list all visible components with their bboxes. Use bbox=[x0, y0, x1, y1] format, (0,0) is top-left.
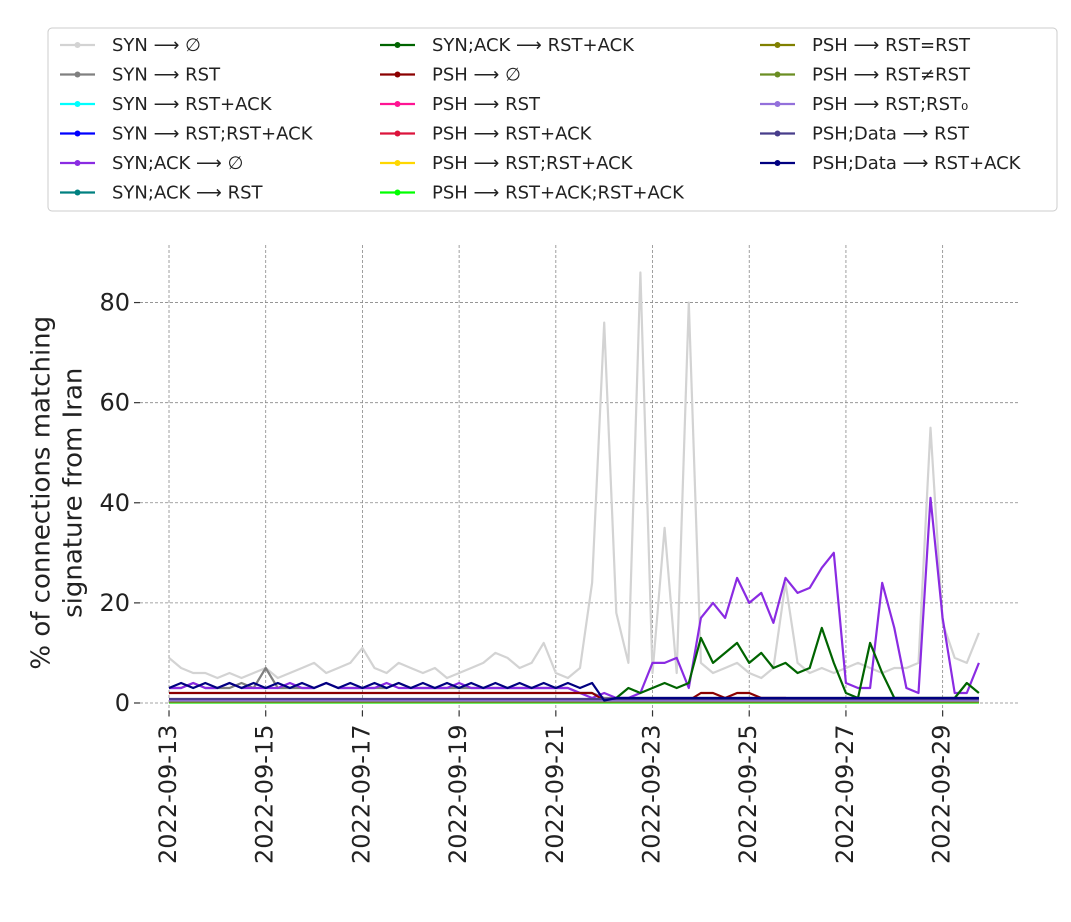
legend-marker bbox=[74, 42, 81, 48]
y-tick-label: 40 bbox=[99, 489, 130, 517]
legend-marker bbox=[774, 130, 781, 137]
x-tick-label: 2022-09-15 bbox=[251, 725, 279, 864]
legend-marker bbox=[74, 101, 81, 107]
legend-marker bbox=[394, 130, 401, 137]
legend-label: SYN;ACK ⟶ RST bbox=[112, 183, 264, 204]
legend-label: SYN;ACK ⟶ ∅ bbox=[112, 153, 243, 174]
legend-label: SYN ⟶ RST+ACK bbox=[112, 94, 273, 115]
legend-marker bbox=[774, 101, 781, 107]
legend-label: PSH;Data ⟶ RST+ACK bbox=[812, 153, 1022, 174]
legend-label: PSH ⟶ RST+ACK;RST+ACK bbox=[432, 183, 685, 204]
y-tick-label: 0 bbox=[115, 689, 130, 717]
y-tick-label: 20 bbox=[99, 589, 130, 617]
legend-marker bbox=[74, 130, 81, 137]
legend-marker bbox=[774, 42, 781, 48]
series-line bbox=[168, 271, 980, 680]
series-line bbox=[168, 681, 979, 702]
legend-marker bbox=[74, 189, 81, 196]
legend-box bbox=[47, 27, 1058, 212]
x-tick-label: 2022-09-21 bbox=[541, 725, 569, 864]
legend-marker bbox=[774, 71, 781, 78]
x-tick-label: 2022-09-17 bbox=[347, 725, 375, 864]
y-tick-label: 80 bbox=[99, 289, 130, 317]
x-tick-label: 2022-09-23 bbox=[638, 725, 666, 864]
legend-label: PSH ⟶ ∅ bbox=[432, 65, 521, 86]
y-tick-label: 60 bbox=[99, 389, 130, 417]
legend-label: SYN ⟶ RST bbox=[112, 65, 221, 86]
legend-label: PSH ⟶ RST≠RST bbox=[812, 65, 971, 86]
legend-label: PSH ⟶ RST;RST₀ bbox=[812, 94, 968, 115]
legend-marker bbox=[74, 71, 81, 78]
legend-label: PSH;Data ⟶ RST bbox=[812, 124, 970, 145]
legend-label: PSH ⟶ RST=RST bbox=[812, 35, 971, 56]
legend-label: SYN;ACK ⟶ RST+ACK bbox=[432, 35, 635, 56]
legend-label: SYN ⟶ ∅ bbox=[112, 35, 201, 56]
legend-label: PSH ⟶ RST bbox=[432, 94, 541, 115]
series-line bbox=[169, 496, 980, 700]
legend-label: SYN ⟶ RST;RST+ACK bbox=[112, 124, 314, 145]
legend-marker bbox=[74, 160, 81, 166]
y-axis-label: % of connections matching bbox=[27, 316, 57, 670]
legend-marker bbox=[394, 101, 401, 107]
legend-marker bbox=[394, 42, 401, 48]
y-axis-label: signature from Iran bbox=[59, 368, 89, 618]
legend-label: PSH ⟶ RST+ACK bbox=[432, 124, 593, 145]
x-tick-label: 2022-09-29 bbox=[928, 725, 956, 864]
legend-marker bbox=[394, 189, 401, 196]
legend-marker bbox=[394, 71, 401, 78]
x-tick-label: 2022-09-27 bbox=[831, 725, 859, 864]
legend-marker bbox=[394, 160, 401, 166]
legend-label: PSH ⟶ RST;RST+ACK bbox=[432, 153, 634, 174]
x-tick-label: 2022-09-19 bbox=[444, 725, 472, 864]
legend-marker bbox=[774, 160, 781, 166]
x-tick-label: 2022-09-13 bbox=[154, 725, 182, 864]
x-tick-label: 2022-09-25 bbox=[734, 725, 762, 864]
